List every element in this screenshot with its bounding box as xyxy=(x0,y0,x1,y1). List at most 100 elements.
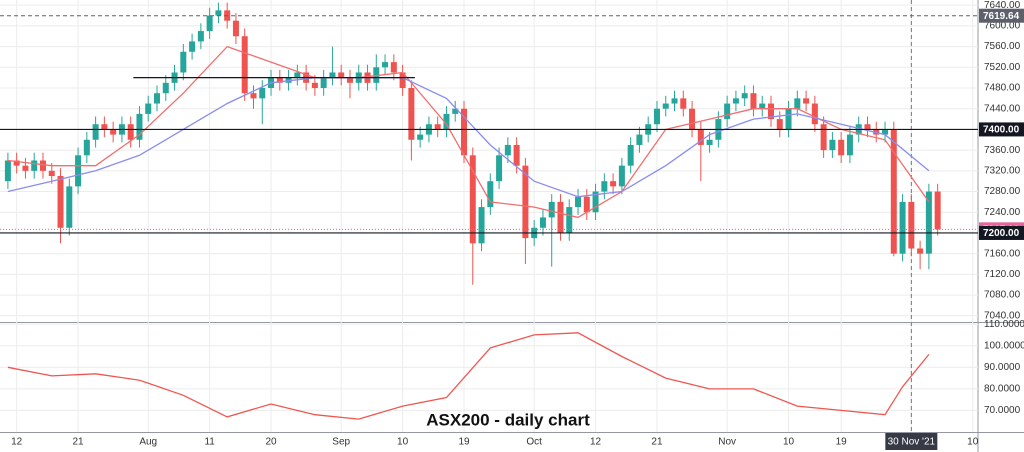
candle-body xyxy=(399,72,406,89)
marks xyxy=(0,0,978,432)
candle-body xyxy=(636,134,643,145)
candle-body xyxy=(811,103,818,125)
y-tick-label: 7360.00 xyxy=(984,145,1021,156)
candle-body xyxy=(162,82,169,94)
crosshair-label-box xyxy=(885,433,938,450)
candle-body xyxy=(803,98,810,104)
candle-body xyxy=(180,51,187,73)
candle-body xyxy=(487,181,494,208)
candle-body xyxy=(610,181,617,187)
candle-body xyxy=(259,88,266,99)
candle-body xyxy=(566,207,573,233)
labels: 7040.00 7080.00 7120.00 7160.00 7200.00 7240.… xyxy=(11,0,1024,450)
candle-body xyxy=(338,72,345,78)
candle-body xyxy=(864,124,871,130)
x-tick-label: 21 xyxy=(651,437,663,448)
x-tick-label: 10 xyxy=(783,437,795,448)
candle-body xyxy=(101,124,108,130)
candle-body xyxy=(434,124,441,130)
candle-body xyxy=(4,160,11,182)
candle-body xyxy=(83,139,90,156)
candle-body xyxy=(820,124,827,151)
candle-body xyxy=(408,88,415,140)
candle-body xyxy=(662,103,669,109)
candle-body xyxy=(890,129,897,254)
y-tick-label: 7520.00 xyxy=(984,62,1021,73)
candle-body xyxy=(57,176,64,228)
candle-body xyxy=(759,103,766,109)
candle-body xyxy=(732,98,739,104)
candle-body xyxy=(697,129,704,145)
candle-body xyxy=(382,62,389,68)
annotation: ASX200 - daily chart xyxy=(426,410,590,429)
x-tick-label: 10 xyxy=(967,437,979,448)
candle-body xyxy=(741,93,748,99)
y-tick-label: 7240.00 xyxy=(984,207,1021,218)
y-tick-label: 7120.00 xyxy=(984,269,1021,280)
candle-body xyxy=(75,155,82,187)
candle-body xyxy=(241,36,248,94)
candle-body xyxy=(846,134,853,156)
candle-body xyxy=(785,108,792,130)
x-tick-label: 12 xyxy=(590,437,602,448)
candle-body xyxy=(469,155,476,244)
candle-body xyxy=(31,160,38,171)
candle-body xyxy=(276,77,283,83)
candle-body xyxy=(548,201,555,218)
x-tick-label: Aug xyxy=(139,437,157,448)
candle-body xyxy=(838,139,845,156)
candle-body xyxy=(294,72,301,78)
candle-body xyxy=(583,196,590,213)
candle-body xyxy=(829,139,836,151)
candle-body xyxy=(13,160,20,166)
candle-body xyxy=(882,129,889,135)
candle-body xyxy=(671,98,678,104)
y-tick-label: 7160.00 xyxy=(984,248,1021,259)
candle-body xyxy=(110,129,117,135)
candle-body xyxy=(92,124,99,140)
candle-body xyxy=(48,170,55,177)
level-label: 7200.00 xyxy=(983,228,1020,239)
candle-body xyxy=(154,93,161,104)
candle-body xyxy=(899,201,906,254)
level-label: 7400.00 xyxy=(983,125,1020,136)
candle-body xyxy=(496,155,503,182)
candle-body xyxy=(513,144,520,166)
candle-body xyxy=(601,181,608,192)
candle-body xyxy=(346,77,353,83)
candle-body xyxy=(776,119,783,130)
candle-body xyxy=(653,108,660,125)
x-tick-label: 12 xyxy=(11,437,23,448)
candle-body xyxy=(680,98,687,109)
candle-body xyxy=(461,108,468,156)
y-tick-label: 7440.00 xyxy=(984,103,1021,114)
candle-body xyxy=(206,15,213,32)
candle-body xyxy=(417,134,424,140)
x-tick-label: 19 xyxy=(836,437,848,448)
candle-body xyxy=(934,191,941,230)
candle-body xyxy=(66,186,73,228)
y-tick-label: 7600.00 xyxy=(984,21,1021,32)
y-tick-label: 7040.00 xyxy=(984,310,1021,321)
x-tick-label: 10 xyxy=(397,437,409,448)
y-tick-label: 7320.00 xyxy=(984,165,1021,176)
candle-body xyxy=(232,20,239,37)
x-tick-label: 20 xyxy=(265,437,277,448)
candle-body xyxy=(522,165,529,239)
candle-body xyxy=(627,144,634,166)
candle-body xyxy=(22,165,29,171)
candle-body xyxy=(189,41,196,52)
candle-body xyxy=(197,31,204,42)
candle-body xyxy=(443,113,450,130)
candle-body xyxy=(320,77,327,89)
candle-body xyxy=(539,217,546,228)
x-tick-label: 19 xyxy=(458,437,470,448)
candle-body xyxy=(724,103,731,120)
y-tick-label: 90.0000 xyxy=(984,362,1021,373)
candle-body xyxy=(557,201,564,233)
candle-body xyxy=(908,201,915,249)
y-tick-label: 7080.00 xyxy=(984,290,1021,301)
y-tick-label: 7640.00 xyxy=(984,0,1021,11)
